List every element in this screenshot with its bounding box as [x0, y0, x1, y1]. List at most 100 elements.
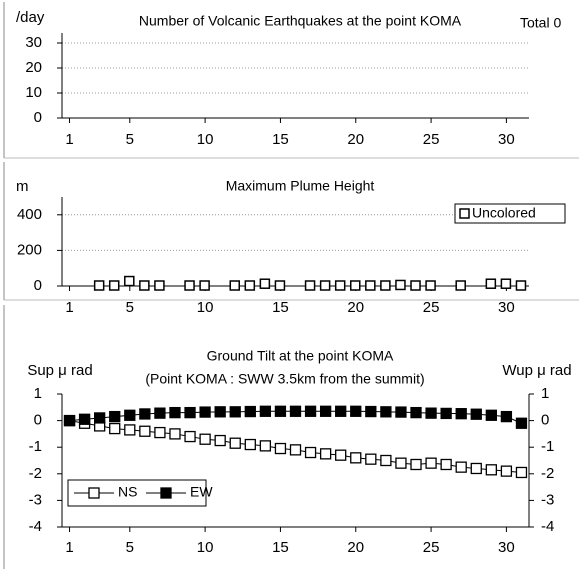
marker [124, 424, 136, 436]
x-tick-label: 1 [65, 299, 73, 316]
marker [289, 405, 302, 417]
marker [229, 406, 241, 418]
marker [500, 465, 513, 477]
marker [184, 280, 195, 291]
marker [395, 457, 407, 469]
legend-label: EW [190, 484, 213, 500]
x-tick-label: 25 [423, 539, 440, 556]
marker [455, 408, 467, 420]
y2-tick-label: -4 [541, 518, 554, 535]
y-axis-label: Sup μ rad [27, 362, 92, 379]
marker [154, 426, 166, 439]
legend-marker [160, 487, 172, 499]
y-tick-label: 0 [34, 277, 42, 294]
marker [259, 440, 272, 452]
x-tick-label: 15 [272, 539, 289, 556]
marker [365, 280, 376, 291]
y2-tick-label: 0 [541, 412, 549, 429]
marker [440, 407, 452, 420]
y-tick-label: -4 [29, 518, 42, 535]
legend-label: Uncolored [472, 205, 536, 221]
marker [199, 433, 211, 445]
marker [154, 280, 165, 291]
marker [485, 278, 497, 289]
legend-marker [459, 208, 470, 219]
y-tick-label: 1 [34, 385, 42, 402]
marker [139, 408, 151, 420]
y2-tick-label: -2 [541, 465, 554, 482]
x-tick-label: 20 [347, 299, 364, 316]
chart-subtitle: (Point KOMA : SWW 3.5km from the summit) [145, 371, 424, 387]
x-tick-label: 5 [126, 299, 134, 316]
marker [425, 457, 437, 469]
marker [94, 412, 106, 424]
marker [319, 448, 332, 460]
marker [109, 410, 121, 423]
marker [274, 442, 287, 455]
marker [244, 438, 256, 451]
chart-title: Number of Volcanic Earthquakes at the po… [139, 13, 462, 29]
marker [470, 462, 482, 475]
legend-label: NS [118, 484, 137, 500]
marker [410, 280, 421, 291]
marker [500, 278, 512, 289]
marker [154, 407, 166, 419]
marker [63, 414, 76, 427]
marker [199, 280, 210, 291]
y-tick-label: -2 [29, 465, 42, 482]
marker [199, 406, 211, 418]
marker [229, 437, 241, 449]
marker [395, 279, 406, 291]
marker [274, 280, 286, 291]
marker [485, 464, 497, 476]
marker [214, 434, 226, 447]
x-tick-label: 10 [197, 299, 214, 316]
marker [244, 280, 256, 291]
x-tick-label: 5 [126, 131, 134, 148]
marker [93, 280, 105, 291]
marker [334, 280, 346, 291]
marker [380, 406, 392, 418]
legend-marker [88, 487, 100, 499]
marker [139, 280, 150, 291]
marker [289, 444, 302, 456]
marker [169, 406, 181, 419]
y2-tick-label: -1 [541, 438, 554, 455]
y2-axis-label: Wup μ rad [502, 362, 571, 379]
x-tick-label: 15 [272, 131, 289, 148]
y2-tick-label: -3 [541, 491, 554, 508]
marker [455, 280, 466, 291]
x-tick-label: 20 [347, 131, 364, 148]
marker [335, 405, 347, 417]
marker [139, 425, 151, 437]
y-tick-label: 0 [34, 412, 42, 429]
x-tick-label: 10 [197, 131, 214, 148]
marker [124, 409, 136, 421]
marker [214, 406, 226, 418]
y-axis-label: /day [16, 9, 45, 26]
marker [455, 461, 467, 473]
y-tick-label: 400 [17, 206, 42, 223]
marker [425, 280, 436, 291]
marker [304, 405, 317, 417]
marker [410, 458, 422, 471]
y-tick-label: 0 [34, 109, 42, 126]
marker [109, 422, 121, 435]
marker [365, 405, 377, 418]
y2-tick-label: 1 [541, 385, 549, 402]
y-tick-label: -1 [29, 438, 42, 455]
marker [500, 410, 513, 423]
marker [184, 406, 196, 419]
marker [319, 280, 331, 291]
y-tick-label: 10 [25, 84, 42, 101]
legend-box [454, 203, 566, 224]
marker [304, 280, 316, 291]
marker [229, 280, 240, 291]
marker [410, 406, 422, 419]
x-tick-label: 20 [347, 539, 364, 556]
x-tick-label: 30 [498, 539, 515, 556]
x-tick-label: 25 [423, 299, 440, 316]
x-tick-label: 25 [423, 131, 440, 148]
marker [350, 405, 362, 417]
